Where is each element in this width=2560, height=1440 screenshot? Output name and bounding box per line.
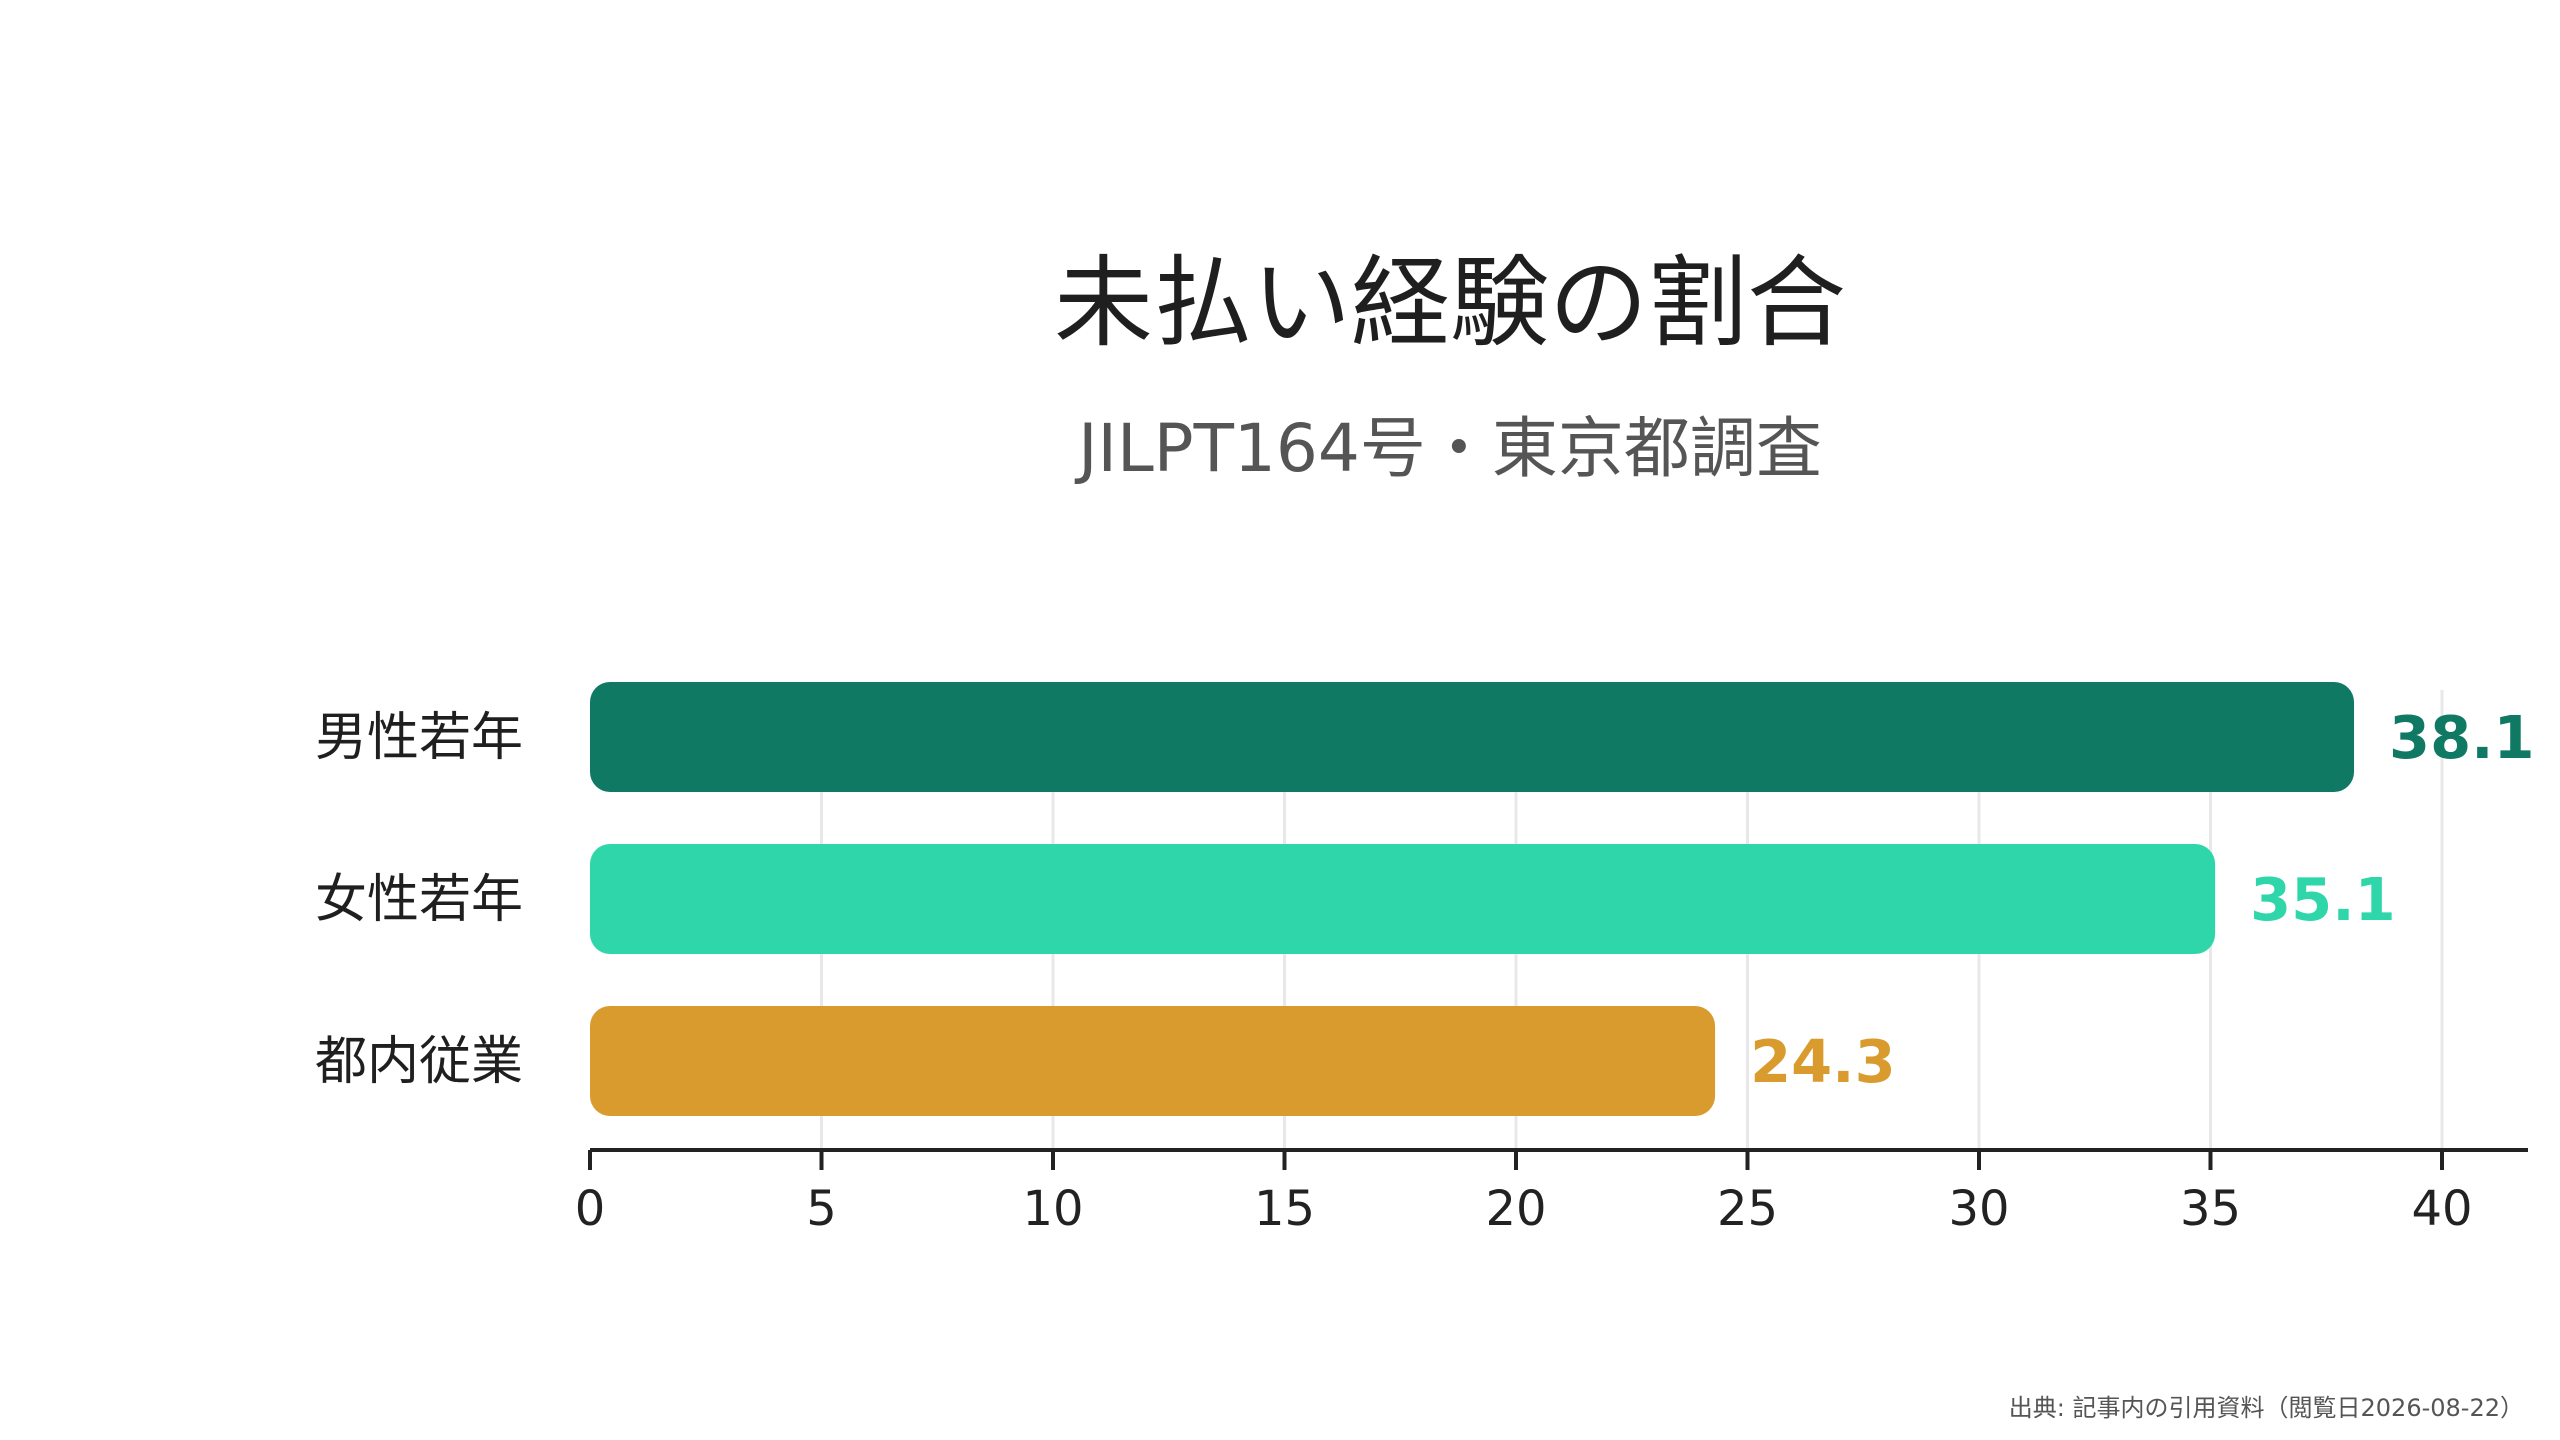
- value-label: 24.3: [1750, 1027, 1896, 1096]
- x-tick-label: 35: [2180, 1181, 2241, 1237]
- chart-title: 未払い経験の割合: [1054, 246, 1846, 361]
- value-label: 38.1: [2389, 703, 2535, 772]
- x-axis: 0 5 10 15 20 25 30 35 40: [575, 1148, 2528, 1237]
- chart-subtitle: JILPT164号・東京都調査: [1078, 410, 1822, 487]
- category-label: 都内従業: [315, 1032, 523, 1092]
- bar: [590, 682, 2355, 792]
- bar: [590, 1006, 1716, 1116]
- labels: 男性若年 38.1 女性若年 35.1 都内従業 24.3: [315, 703, 2535, 1096]
- bars: [590, 682, 2355, 1116]
- x-tick-label: 40: [2411, 1181, 2472, 1237]
- x-tick-label: 20: [1485, 1181, 1546, 1237]
- bar: [590, 844, 2216, 954]
- x-tick-label: 30: [1948, 1181, 2009, 1237]
- value-label: 35.1: [2250, 865, 2396, 934]
- x-tick-label: 10: [1022, 1181, 1083, 1237]
- x-tick-label: 5: [806, 1181, 837, 1237]
- x-tick-label: 25: [1717, 1181, 1778, 1237]
- x-tick-label: 0: [575, 1181, 606, 1237]
- category-label: 男性若年: [315, 708, 523, 768]
- category-label: 女性若年: [315, 870, 523, 930]
- source-note: 出典: 記事内の引用資料（閲覧日2026-08-22）: [2008, 1394, 2524, 1422]
- x-tick-label: 15: [1254, 1181, 1315, 1237]
